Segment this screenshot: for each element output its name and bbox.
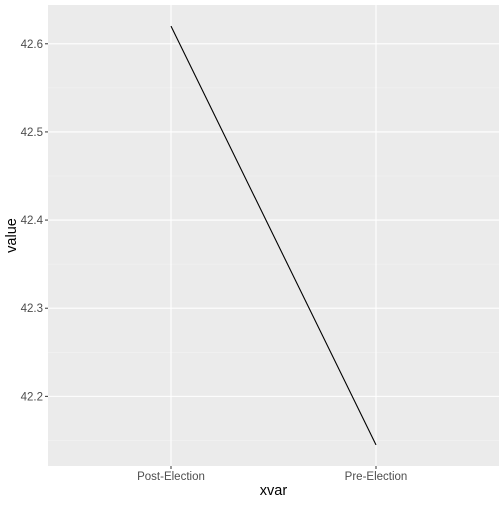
x-axis-title: xvar — [260, 483, 288, 499]
x-axis: Post-Election Pre-Election — [137, 466, 407, 483]
series-layer — [170, 25, 377, 446]
y-tick-label: 42.3 — [21, 303, 43, 315]
y-tick-label: 42.4 — [21, 215, 44, 227]
x-tick-label: Pre-Election — [345, 471, 408, 483]
x-tick-label: Post-Election — [137, 471, 205, 483]
y-axis: 42.2 42.3 42.4 42.5 42.6 — [21, 39, 48, 403]
major-grid — [48, 5, 499, 466]
series-line — [170, 25, 377, 446]
minor-grid — [48, 87, 499, 441]
y-tick-label: 42.2 — [21, 391, 43, 403]
y-tick-label: 42.6 — [21, 39, 43, 51]
y-tick-label: 42.5 — [21, 127, 43, 139]
y-axis-title: value — [4, 218, 20, 253]
